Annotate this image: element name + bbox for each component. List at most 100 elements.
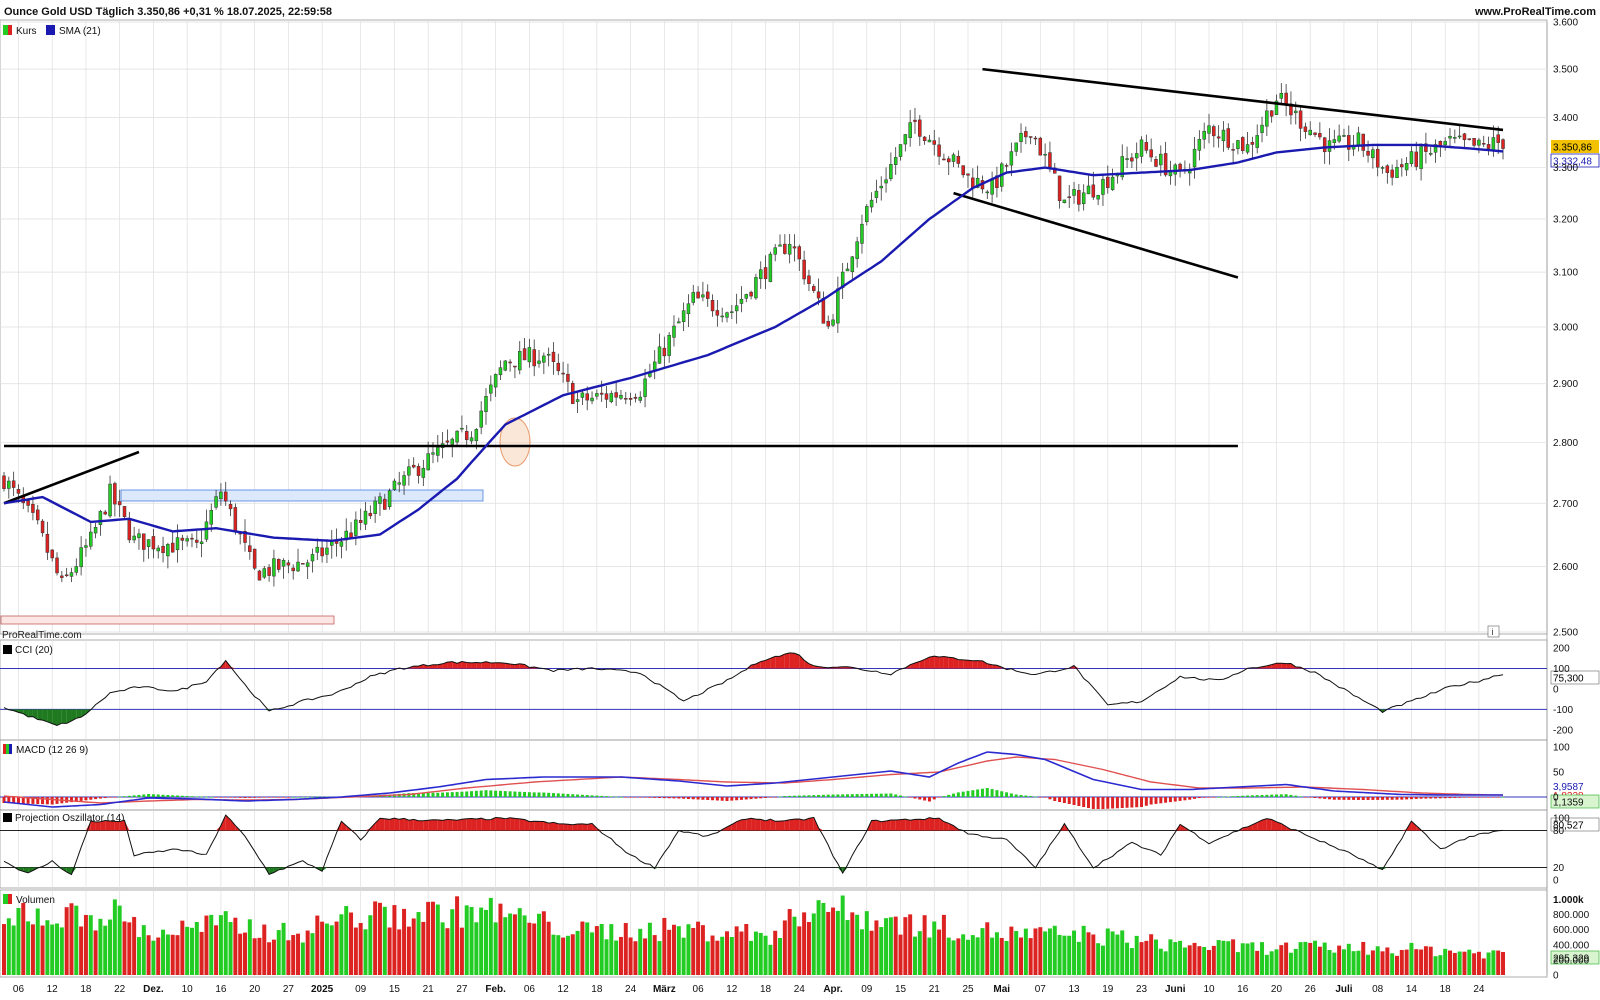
candle-down bbox=[368, 512, 373, 517]
volume-bar-up bbox=[1245, 943, 1250, 975]
macd-hist-down bbox=[16, 797, 20, 804]
macd-hist-up bbox=[831, 794, 835, 797]
volume-bar-up bbox=[1226, 941, 1231, 975]
macd-hist-up bbox=[195, 796, 199, 798]
x-tick-label: 24 bbox=[625, 984, 637, 995]
volume-bar-down bbox=[715, 940, 720, 975]
candle-up bbox=[1371, 149, 1375, 159]
volume-bar-up bbox=[1438, 955, 1443, 975]
macd-hist-up bbox=[296, 796, 300, 798]
candle-down bbox=[942, 158, 946, 161]
volume-bar-down bbox=[1501, 952, 1506, 975]
volume-legend: Volumen bbox=[3, 894, 55, 906]
volume-bar-up bbox=[537, 913, 542, 975]
proj-overbought-fill bbox=[452, 819, 458, 831]
macd-hist-up bbox=[821, 794, 825, 797]
candle-down bbox=[1366, 150, 1370, 156]
volume-bar-up bbox=[1072, 930, 1077, 975]
macd-hist-down bbox=[1101, 797, 1105, 809]
volume-bar-up bbox=[450, 909, 455, 975]
macd-hist-down bbox=[1082, 797, 1086, 807]
candle-up bbox=[1265, 110, 1269, 127]
volume-bar-down bbox=[893, 916, 898, 975]
volume-bar-up bbox=[1043, 931, 1048, 975]
projection-panel bbox=[0, 814, 1547, 876]
candle-up bbox=[1096, 195, 1100, 200]
candle-down bbox=[513, 365, 517, 368]
macd-hist-down bbox=[1159, 797, 1163, 804]
candle-up bbox=[450, 438, 455, 445]
candle-down bbox=[45, 533, 50, 553]
volume-bar-down bbox=[1009, 926, 1014, 975]
macd-hist-down bbox=[1361, 797, 1365, 800]
volume-bar-down bbox=[243, 932, 247, 975]
candle-down bbox=[532, 349, 536, 367]
volume-bar-down bbox=[315, 915, 320, 975]
volume-bar-down bbox=[271, 939, 276, 975]
x-tick-label: 10 bbox=[182, 984, 194, 995]
info-icon[interactable]: i bbox=[1487, 625, 1500, 638]
macd-signal-line bbox=[3, 756, 1504, 804]
volume-bar-down bbox=[445, 928, 450, 975]
candle-up bbox=[681, 310, 686, 322]
candle-up bbox=[903, 134, 908, 145]
volume-value-badge bbox=[1550, 950, 1600, 965]
volume-bar-up bbox=[329, 925, 334, 975]
macd-hist-up bbox=[1294, 795, 1298, 797]
candle-down bbox=[161, 545, 165, 554]
cci-overbought-fill bbox=[953, 657, 959, 669]
candle-up bbox=[474, 429, 479, 442]
volume-bar-up bbox=[778, 938, 783, 975]
macd-hist-up bbox=[812, 795, 816, 797]
proj-overbought-fill bbox=[399, 818, 405, 831]
proj-oversold-fill bbox=[28, 867, 33, 873]
proj-overbought-fill bbox=[230, 819, 236, 831]
macd-hist-down bbox=[267, 797, 271, 798]
brand-link[interactable]: www.ProRealTime.com bbox=[1474, 6, 1596, 18]
macd-hist-down bbox=[1323, 797, 1327, 799]
volume-bar-up bbox=[1303, 941, 1308, 975]
macd-hist-up bbox=[421, 792, 425, 797]
volume-bar-up bbox=[35, 908, 40, 975]
info-icon-box[interactable] bbox=[1487, 625, 1500, 638]
candle-up bbox=[1274, 100, 1279, 116]
proj-overbought-fill bbox=[428, 819, 433, 831]
candle-up bbox=[672, 325, 676, 338]
macd-hist-down bbox=[1168, 797, 1172, 803]
macd-hist-up bbox=[961, 791, 965, 797]
macd-hist-up bbox=[306, 796, 310, 798]
candle-down bbox=[1347, 135, 1351, 150]
macd-hist-up bbox=[441, 792, 445, 797]
volume-bar-down bbox=[1211, 945, 1216, 975]
macd-hist-up bbox=[788, 795, 792, 797]
volume-bar-down bbox=[1404, 949, 1409, 975]
volume-bar-up bbox=[990, 937, 995, 975]
candle-up bbox=[378, 496, 382, 504]
candle-up bbox=[1072, 189, 1076, 196]
candle-down bbox=[937, 144, 941, 157]
candle-up bbox=[436, 446, 440, 456]
x-tick-label: Mai bbox=[993, 984, 1010, 995]
proj-overbought-fill bbox=[404, 818, 409, 831]
volume-bar-up bbox=[855, 914, 860, 975]
info-icon-glyph[interactable]: i bbox=[1492, 627, 1494, 637]
proj-overbought-fill bbox=[486, 819, 491, 831]
volume-bar-down bbox=[170, 934, 175, 975]
candle-up bbox=[498, 367, 503, 376]
candle-up bbox=[1356, 132, 1361, 145]
volume-bar-down bbox=[430, 901, 435, 975]
macd-hist-up bbox=[971, 790, 975, 797]
candle-up bbox=[455, 430, 459, 443]
volume-bar-up bbox=[136, 937, 141, 975]
macd-hist-up bbox=[1265, 794, 1269, 797]
macd-hist-down bbox=[1048, 797, 1052, 800]
macd-hist-down bbox=[1091, 797, 1095, 809]
macd-hist-down bbox=[1106, 797, 1110, 809]
macd-hist-down bbox=[1400, 797, 1404, 800]
candle-up bbox=[1409, 151, 1414, 164]
candle-up bbox=[884, 179, 888, 184]
candle-up bbox=[1448, 135, 1452, 139]
macd-hist-down bbox=[1371, 797, 1375, 800]
macd-hist-down bbox=[1429, 797, 1433, 799]
candle-down bbox=[103, 511, 107, 515]
